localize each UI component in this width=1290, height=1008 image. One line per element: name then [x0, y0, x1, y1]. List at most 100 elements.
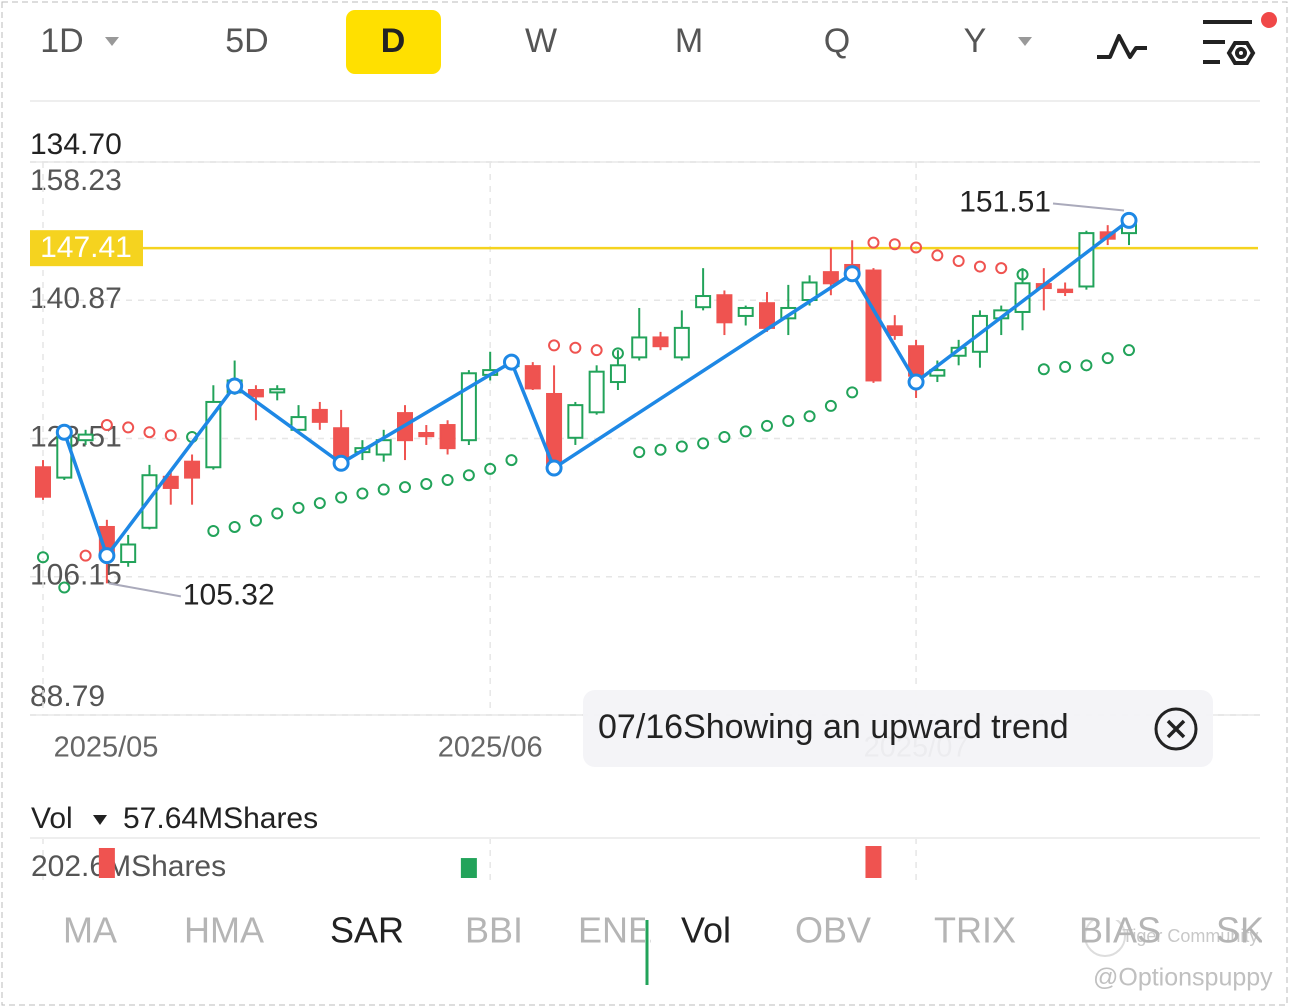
candle-body — [588, 370, 605, 414]
sar-dot — [505, 454, 518, 467]
candle-body — [311, 408, 328, 423]
indicator-tab[interactable]: SAR — [330, 910, 404, 951]
indicator-tab[interactable]: Vol — [681, 910, 731, 951]
candle-body — [375, 439, 392, 456]
zigzag-point — [843, 265, 861, 283]
sar-dot — [548, 339, 561, 352]
sar-dot — [143, 426, 156, 439]
volume-current: 57.64MShares — [123, 802, 318, 835]
sar-dot — [931, 249, 944, 262]
tab[interactable]: M — [675, 22, 703, 60]
candle-body — [1078, 232, 1095, 288]
sar-dot — [37, 551, 49, 564]
tab[interactable]: Y — [964, 22, 987, 60]
indicator-tab[interactable]: ENE — [578, 910, 652, 951]
sar-dot — [1123, 344, 1135, 357]
sar-dot — [888, 238, 901, 251]
candle-body — [609, 364, 626, 384]
tab[interactable]: Q — [824, 22, 850, 60]
sar-dot — [1059, 360, 1072, 373]
tab[interactable]: 5D — [225, 22, 268, 60]
zigzag-point — [332, 454, 350, 472]
credit: @Optionspuppy — [1093, 964, 1273, 992]
sar-dot — [356, 487, 369, 500]
sar-dot — [313, 497, 326, 510]
watermark: Tiger Community — [1122, 926, 1258, 946]
sar-dot — [867, 236, 880, 249]
sar-dot — [100, 419, 113, 432]
sar-dot — [207, 524, 220, 537]
sar-dot — [654, 443, 667, 456]
header-label: 134.70 — [30, 128, 122, 161]
dropdown-caret — [93, 815, 107, 825]
sar-dot — [824, 399, 837, 412]
candle-body — [865, 269, 882, 382]
candle-body — [184, 460, 201, 479]
candle-body — [886, 325, 903, 337]
indicator-icon[interactable] — [1097, 34, 1147, 59]
sar-dot — [569, 341, 582, 354]
y-tick-label: 140.87 — [30, 282, 122, 315]
sar-dot — [995, 262, 1008, 275]
sar-dot — [462, 469, 475, 482]
sar-dot — [633, 446, 646, 459]
sar-dot — [228, 520, 241, 533]
x-tick-label: 2025/05 — [54, 732, 159, 764]
volume-tick-label: 202.6MShares — [31, 850, 226, 883]
sar-dot — [399, 481, 411, 494]
volume-label[interactable]: Vol — [31, 802, 73, 835]
candle-body — [247, 389, 264, 398]
candle-body — [716, 294, 733, 324]
tab[interactable]: 1D — [40, 22, 83, 60]
y-tick-label: 88.79 — [30, 680, 105, 713]
candle-body — [77, 433, 94, 442]
settings-icon[interactable] — [1203, 20, 1256, 65]
y-tick-label: 158.23 — [30, 164, 122, 197]
sar-dot — [846, 386, 859, 399]
sar-dot — [1037, 363, 1050, 376]
sar-dot — [58, 581, 71, 594]
indicator-tab[interactable]: HMA — [184, 910, 264, 951]
indicator-tab[interactable]: BIAS — [1079, 910, 1161, 951]
sar-dot — [79, 549, 92, 562]
sar-dot — [782, 415, 795, 428]
sar-dot — [739, 425, 752, 438]
sar-dot — [420, 477, 433, 490]
candle-body — [290, 416, 307, 431]
tab[interactable]: W — [525, 22, 557, 60]
sar-dot — [441, 473, 454, 486]
candle-body — [269, 388, 286, 394]
tab[interactable]: D — [381, 22, 406, 60]
x-tick-label: 2025/06 — [438, 732, 543, 764]
sar-dot — [952, 254, 965, 267]
sar-dot — [271, 507, 284, 520]
candle-body — [35, 466, 51, 498]
volume-bar — [865, 846, 882, 878]
tooltip-text: 07/16Showing an upward trend — [598, 708, 1069, 746]
y-tick-label: 123.51 — [30, 420, 122, 453]
zigzag-point — [1120, 211, 1138, 229]
tooltip-close-x[interactable] — [1166, 719, 1186, 739]
candle-body — [631, 336, 648, 359]
candle-body — [120, 543, 137, 564]
indicator-tab[interactable]: TRIX — [934, 910, 1016, 951]
tooltip-box — [583, 690, 1213, 767]
candle-body — [1057, 288, 1074, 294]
sar-dot — [122, 421, 135, 434]
sar-dot — [761, 419, 773, 432]
indicator-tab[interactable]: SK — [1216, 910, 1264, 951]
sar-dot — [973, 260, 986, 273]
zigzag-point — [226, 377, 244, 395]
sar-dot — [484, 462, 497, 475]
candle-body — [439, 424, 456, 450]
tabs-bg — [4, 880, 1286, 920]
tab-highlight[interactable] — [346, 10, 441, 74]
tooltip-close[interactable] — [1154, 707, 1198, 751]
indicator-tab[interactable]: MA — [63, 910, 117, 951]
indicator-tab[interactable]: BBI — [465, 910, 523, 951]
indicator-tab[interactable]: OBV — [795, 910, 871, 951]
candle-body — [418, 432, 435, 438]
zigzag-point — [55, 423, 73, 441]
sar-dot — [803, 410, 816, 423]
